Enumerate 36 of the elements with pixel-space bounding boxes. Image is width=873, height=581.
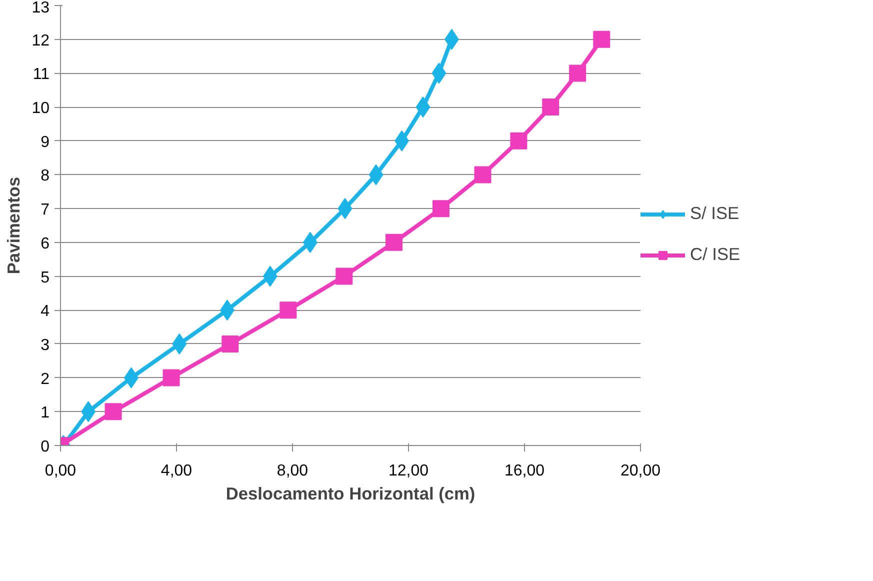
x-tick-label: 12,00 bbox=[388, 462, 429, 480]
point bbox=[474, 166, 492, 184]
point bbox=[569, 64, 586, 82]
point bbox=[280, 302, 297, 319]
point bbox=[104, 403, 122, 420]
y-axis-title: Pavimentos bbox=[4, 176, 24, 274]
y-tick-label: 6 bbox=[40, 235, 50, 252]
point bbox=[593, 30, 610, 48]
x-axis-title: Deslocamento Horizontal (cm) bbox=[226, 484, 476, 504]
point bbox=[162, 369, 180, 386]
point bbox=[432, 200, 450, 218]
y-tick-label: 3 bbox=[40, 336, 50, 354]
point bbox=[386, 234, 402, 251]
x-tick-label: 4,00 bbox=[160, 462, 192, 480]
y-tick-label: 7 bbox=[40, 202, 50, 219]
y-tick-label: 0 bbox=[40, 438, 50, 456]
y-tick-label: 5 bbox=[40, 269, 50, 286]
y-tick-label: 13 bbox=[32, 0, 50, 16]
x-tick-label: 8,00 bbox=[276, 462, 308, 480]
legend-label: S/ ISE bbox=[690, 203, 740, 224]
y-tick-label: 8 bbox=[40, 168, 50, 185]
y-tick-label: 1 bbox=[40, 404, 50, 422]
point bbox=[542, 98, 560, 116]
point bbox=[222, 335, 239, 352]
x-tick-label: 0,00 bbox=[44, 462, 76, 480]
x-tick-label: 16,00 bbox=[504, 462, 545, 480]
y-tick-label: 12 bbox=[32, 32, 50, 50]
y-tick-label: 9 bbox=[40, 134, 50, 151]
point bbox=[336, 268, 353, 285]
y-tick-label: 11 bbox=[32, 66, 50, 84]
y-tick-label: 10 bbox=[32, 100, 50, 118]
y-tick-label: 4 bbox=[40, 303, 50, 320]
y-tick-label: 2 bbox=[40, 370, 50, 388]
point bbox=[510, 132, 528, 150]
legend-label: C/ ISE bbox=[690, 244, 740, 265]
x-tick-label: 20,00 bbox=[620, 462, 661, 480]
